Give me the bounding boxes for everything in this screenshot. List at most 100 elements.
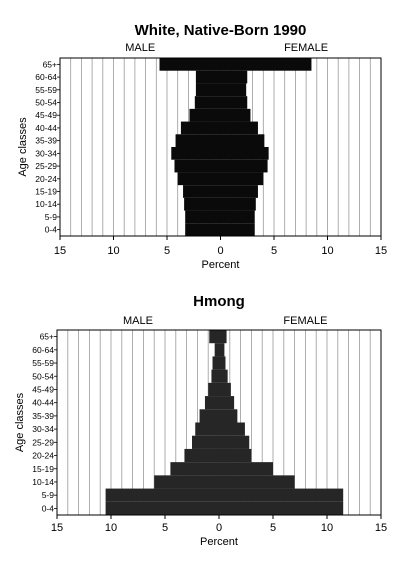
pyramid-chart-1: White, Native-Born 1990 MALE FEMALE 0-4 5-9 1… — [17, 22, 387, 271]
male-bar-35-39 — [199, 409, 219, 423]
female-bar-65+ — [220, 58, 312, 71]
age-class-label: 45-49 — [35, 110, 57, 120]
female-bar-25-29 — [219, 435, 250, 449]
male-bar-30-34 — [171, 147, 221, 160]
x-tick-label: 10 — [321, 522, 333, 534]
male-bar-15-19 — [183, 185, 221, 198]
age-class-label: 5-9 — [45, 212, 58, 222]
age-class-label: 15-19 — [35, 187, 57, 197]
female-bar-60-64 — [219, 343, 225, 357]
age-class-label: 65+ — [40, 332, 54, 342]
female-bar-45-49 — [219, 382, 231, 397]
male-bar-25-29 — [174, 159, 221, 173]
x-tick-label: 10 — [107, 245, 119, 257]
male-bar-60-64 — [214, 343, 219, 357]
age-class-label: 30-34 — [32, 424, 54, 434]
age-class-label: 15-19 — [32, 464, 54, 474]
male-bar-45-49 — [189, 108, 221, 122]
male-bar-30-34 — [195, 422, 219, 436]
age-class-label: 5-9 — [42, 490, 55, 500]
female-label: FEMALE — [283, 315, 327, 327]
female-bar-35-39 — [220, 134, 265, 147]
female-bar-45-49 — [220, 108, 251, 122]
age-class-label: 20-24 — [35, 174, 57, 184]
male-bar-65+ — [159, 58, 221, 71]
pyramid-chart-2: Hmong MALE FEMALE 0-4 5-9 10-14 15-19 20-24 25-2… — [14, 293, 387, 548]
y-axis-label: Age classes — [14, 392, 26, 452]
male-bar-55-59 — [195, 83, 221, 97]
female-bar-0-4 — [220, 223, 255, 236]
chart-title: Hmong — [193, 293, 245, 310]
male-bar-60-64 — [195, 70, 221, 84]
x-tick-label: 5 — [162, 522, 168, 534]
male-bar-5-9 — [185, 210, 221, 224]
female-bar-30-34 — [219, 422, 245, 436]
female-bar-40-44 — [220, 121, 258, 135]
male-bar-15-19 — [170, 462, 219, 476]
age-class-label: 30-34 — [35, 148, 57, 158]
female-bar-55-59 — [220, 83, 247, 97]
female-bar-10-14 — [220, 197, 256, 211]
age-class-label: 55-59 — [35, 85, 57, 95]
x-axis: 15 10 5 0 5 10 15 — [54, 236, 387, 257]
x-tick-label: 5 — [270, 522, 276, 534]
age-class-label: 10-14 — [35, 199, 57, 209]
age-class-label: 0-4 — [45, 225, 58, 235]
y-axis-label: Age classes — [17, 117, 29, 177]
age-class-label: 10-14 — [32, 477, 54, 487]
x-tick-label: 0 — [217, 245, 223, 257]
x-tick-label: 5 — [164, 245, 170, 257]
x-tick-label: 15 — [375, 522, 387, 534]
age-class-label: 45-49 — [32, 384, 54, 394]
age-class-label: 0-4 — [42, 503, 55, 513]
age-class-label: 50-54 — [35, 98, 57, 108]
male-bar-40-44 — [204, 396, 219, 410]
x-tick-label: 5 — [271, 245, 277, 257]
age-class-label: 40-44 — [32, 398, 54, 408]
age-axis: 0-4 5-9 10-14 15-19 20-24 25-29 30-34 35-39 40-4… — [32, 332, 57, 513]
age-class-label: 60-64 — [32, 345, 54, 355]
female-bar-0-4 — [219, 501, 344, 515]
male-label: MALE — [123, 315, 153, 327]
x-tick-label: 15 — [54, 245, 66, 257]
x-tick-label: 10 — [321, 245, 333, 257]
male-bar-0-4 — [105, 501, 219, 515]
male-bar-35-39 — [175, 134, 221, 147]
male-bar-20-24 — [184, 448, 219, 463]
age-class-label: 35-39 — [35, 136, 57, 146]
age-class-label: 60-64 — [35, 72, 57, 82]
female-bar-25-29 — [220, 159, 268, 173]
female-label: FEMALE — [284, 42, 328, 54]
female-bar-55-59 — [219, 356, 226, 370]
female-bar-20-24 — [220, 172, 264, 186]
male-bar-40-44 — [180, 121, 221, 135]
female-bar-15-19 — [219, 462, 273, 476]
male-bar-45-49 — [208, 382, 219, 397]
x-tick-label: 0 — [216, 522, 222, 534]
male-label: MALE — [125, 42, 155, 54]
age-class-label: 55-59 — [32, 358, 54, 368]
female-bar-65+ — [219, 330, 227, 344]
male-bar-10-14 — [154, 475, 219, 489]
age-class-label: 20-24 — [32, 451, 54, 461]
female-bar-30-34 — [220, 147, 269, 160]
female-bar-50-54 — [219, 369, 228, 383]
female-bar-50-54 — [220, 96, 248, 109]
age-class-label: 65+ — [43, 59, 57, 69]
age-class-label: 50-54 — [32, 371, 54, 381]
male-bar-0-4 — [185, 223, 221, 236]
age-class-label: 35-39 — [32, 411, 54, 421]
male-bar-5-9 — [105, 488, 219, 502]
female-bar-5-9 — [219, 488, 344, 502]
female-bar-60-64 — [220, 70, 248, 84]
age-class-label: 25-29 — [32, 437, 54, 447]
bars — [159, 58, 312, 236]
female-bar-10-14 — [219, 475, 295, 489]
male-bar-65+ — [209, 330, 219, 344]
female-bar-35-39 — [219, 409, 238, 423]
female-bar-15-19 — [220, 185, 258, 198]
male-bar-10-14 — [184, 197, 221, 211]
age-class-label: 25-29 — [35, 161, 57, 171]
female-bar-5-9 — [220, 210, 255, 224]
